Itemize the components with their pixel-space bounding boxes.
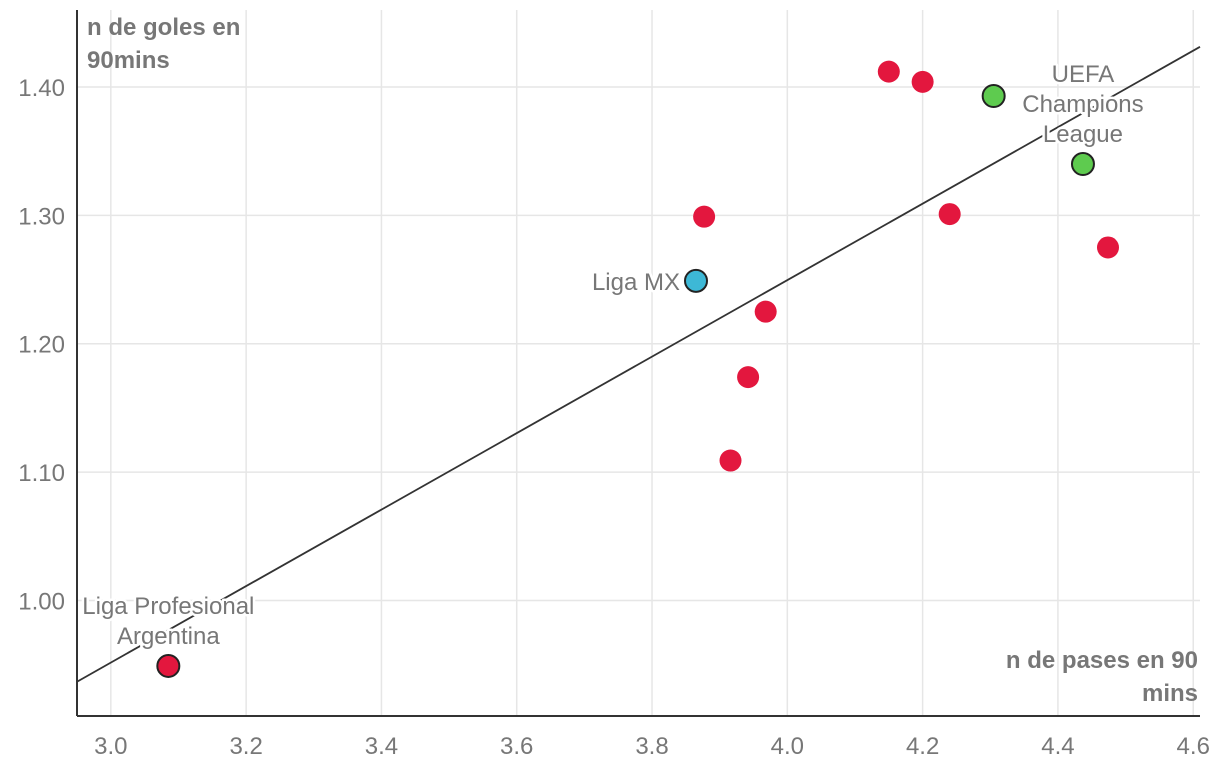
y-axis-title: n de goles en — [87, 14, 240, 41]
data-point — [911, 70, 934, 93]
x-tick-label: 4.0 — [771, 733, 804, 760]
point-label: Argentina — [117, 623, 220, 650]
data-point — [938, 203, 961, 226]
x-tick-label: 3.0 — [94, 733, 127, 760]
y-tick-label: 1.30 — [18, 203, 65, 230]
point-label: Champions — [1022, 91, 1143, 118]
y-tick-label: 1.20 — [18, 332, 65, 359]
axes: 3.0 3.2 3.4 3.6 3.8 4.0 4.2 4.4 4.6 1.00 1.10 1.20 1… — [18, 10, 1210, 760]
x-tick-label: 4.6 — [1177, 733, 1210, 760]
data-point — [719, 449, 742, 472]
data-point — [693, 205, 716, 228]
x-tick-label: 4.2 — [906, 733, 939, 760]
data-point — [877, 60, 900, 83]
data-point — [156, 653, 181, 678]
x-tick-label: 3.6 — [500, 733, 533, 760]
point-label: League — [1043, 121, 1123, 148]
y-tick-label: 1.00 — [18, 588, 65, 615]
data-point — [1070, 152, 1095, 177]
y-tick-label: 1.10 — [18, 460, 65, 487]
data-points — [156, 60, 1119, 678]
x-axis-title: mins — [1142, 680, 1198, 707]
trend-line — [76, 46, 1201, 683]
data-point — [754, 300, 777, 323]
grid-lines — [77, 10, 1200, 716]
data-point — [684, 268, 709, 293]
point-label: UEFA — [1052, 61, 1115, 88]
axis-titles: n de goles en 90mins n de pases en 90 mins — [87, 14, 1198, 707]
trend-line-group — [76, 46, 1201, 683]
y-tick-label: 1.40 — [18, 75, 65, 102]
y-axis-title: 90mins — [87, 47, 170, 74]
x-tick-label: 4.4 — [1041, 733, 1074, 760]
x-tick-label: 3.4 — [365, 733, 398, 760]
x-axis-title: n de pases en 90 — [1006, 647, 1198, 674]
data-point — [981, 84, 1006, 109]
x-tick-label: 3.8 — [635, 733, 668, 760]
data-point — [1096, 236, 1119, 259]
point-labels: Liga Profesional Argentina Liga MX UEFA Cham… — [80, 59, 1146, 653]
data-point — [737, 366, 760, 389]
x-tick-label: 3.2 — [229, 733, 262, 760]
point-label: Liga Profesional — [82, 593, 254, 620]
point-label: Liga MX — [592, 269, 680, 296]
